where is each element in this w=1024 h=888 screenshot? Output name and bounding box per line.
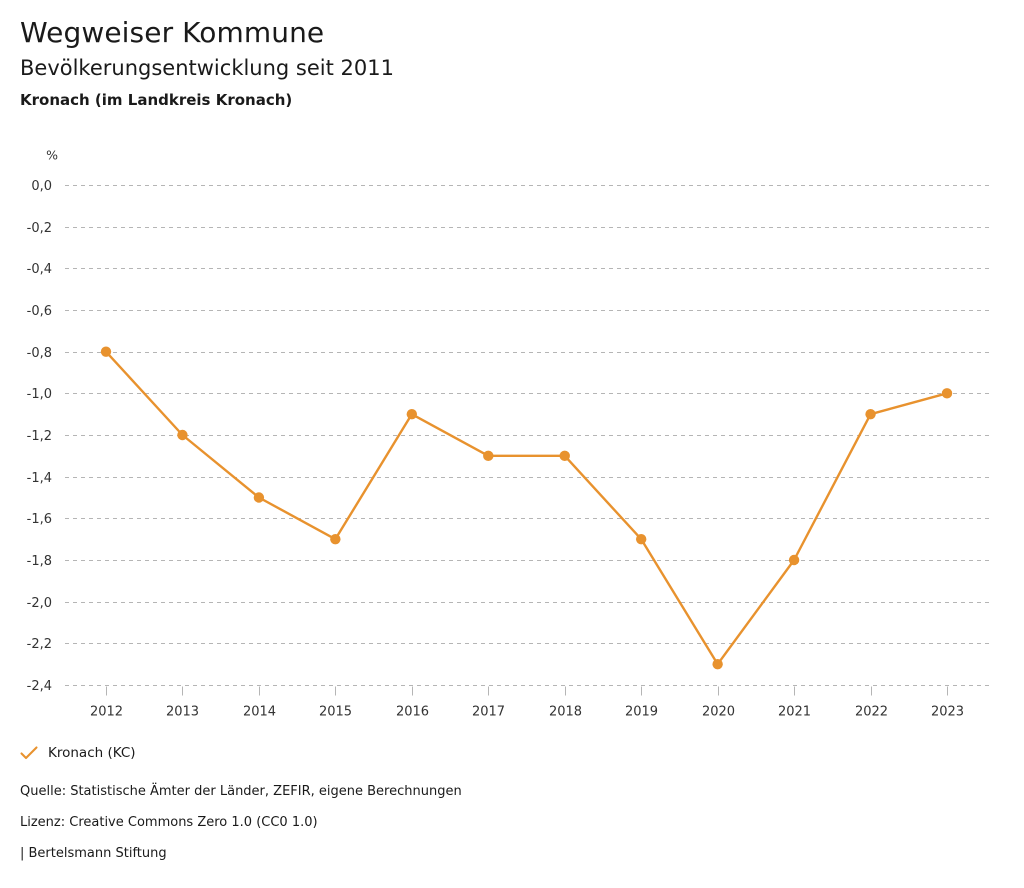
page-title: Wegweiser Kommune (20, 16, 325, 49)
y-axis-tick-label: -0,6 (27, 304, 52, 319)
check-icon (20, 746, 38, 760)
x-axis-tick-label: 2015 (319, 705, 352, 720)
y-axis-tick-label: -2,2 (27, 637, 52, 652)
gridlines-group (65, 185, 990, 686)
page-subtitle: Bevölkerungsentwicklung seit 2011 (20, 56, 394, 80)
data-point[interactable] (865, 408, 876, 420)
legend-item-label: Kronach (KC) (48, 745, 136, 761)
y-axis-tick-label: -1,2 (27, 429, 52, 444)
data-point[interactable] (177, 429, 188, 441)
x-axis-tick-label: 2021 (778, 705, 811, 720)
x-axis-tick-label: 2023 (931, 705, 964, 720)
data-point[interactable] (253, 492, 265, 503)
header: Wegweiser Kommune Bevölkerungsentwicklun… (20, 16, 1000, 111)
y-axis-tick-label: -2,4 (27, 679, 52, 694)
legend[interactable]: Kronach (KC) (20, 744, 136, 762)
x-axis-tick-label: 2016 (396, 705, 429, 720)
y-axis-tick-label: -0,2 (27, 221, 52, 236)
y-axis-unit-label: % (46, 148, 58, 163)
source-text: Quelle: Statistische Ämter der Länder, Z… (20, 784, 462, 799)
license-text: Lizenz: Creative Commons Zero 1.0 (CC0 1… (20, 815, 318, 830)
series-group (100, 346, 953, 670)
x-axis-tick-label: 2014 (243, 705, 276, 720)
location-label: Kronach (im Landkreis Kronach) (20, 91, 293, 109)
x-axis-tick-label: 2012 (90, 705, 123, 720)
chart-container: 0,0 -0,2 -0,4 -0,6 -0,8 -1,0 -1,2 -1,4 -1,6 -1,8 -… (0, 140, 1024, 730)
y-axis-tick-label: -0,4 (27, 262, 52, 277)
x-axis-tick-label: 2020 (702, 705, 735, 720)
y-axis-tick-label: 0,0 (31, 179, 52, 194)
data-point[interactable] (559, 450, 570, 462)
y-axis-tick-label: -2,0 (27, 596, 52, 611)
footer: Quelle: Statistische Ämter der Länder, Z… (20, 784, 1000, 862)
y-axis-tick-label: -0,8 (27, 346, 52, 361)
data-point[interactable] (330, 533, 341, 545)
y-axis-unit-group: % (46, 148, 58, 163)
publisher-text: | Bertelsmann Stiftung (20, 846, 167, 861)
data-point[interactable] (712, 658, 723, 670)
data-point[interactable] (635, 533, 647, 545)
line-chart: 0,0 -0,2 -0,4 -0,6 -0,8 -1,0 -1,2 -1,4 -1,6 -1,8 -… (27, 148, 990, 720)
x-axis-tick-label: 2017 (472, 705, 505, 720)
x-axis-tick-label: 2019 (625, 705, 658, 720)
y-axis-tick-label: -1,6 (27, 512, 52, 527)
data-point[interactable] (483, 450, 494, 462)
data-point[interactable] (788, 554, 800, 566)
data-point[interactable] (406, 408, 418, 420)
data-point[interactable] (941, 388, 953, 399)
series-line (104, 350, 949, 666)
data-point[interactable] (100, 346, 112, 357)
x-axis-tick-label: 2013 (166, 705, 199, 720)
y-axis-tick-label: -1,4 (27, 471, 52, 486)
y-axis-tick-label: -1,8 (27, 554, 52, 569)
y-axis-labels-group: 0,0 -0,2 -0,4 -0,6 -0,8 -1,0 -1,2 -1,4 -1,6 -1,8 -… (27, 179, 52, 694)
x-axis-tick-label: 2018 (549, 705, 582, 720)
x-axis-labels-group: 2012 2013 2014 2015 2016 2017 2018 2019 2020 2021… (90, 686, 964, 720)
x-axis-tick-label: 2022 (855, 705, 888, 720)
y-axis-tick-label: -1,0 (27, 387, 52, 402)
